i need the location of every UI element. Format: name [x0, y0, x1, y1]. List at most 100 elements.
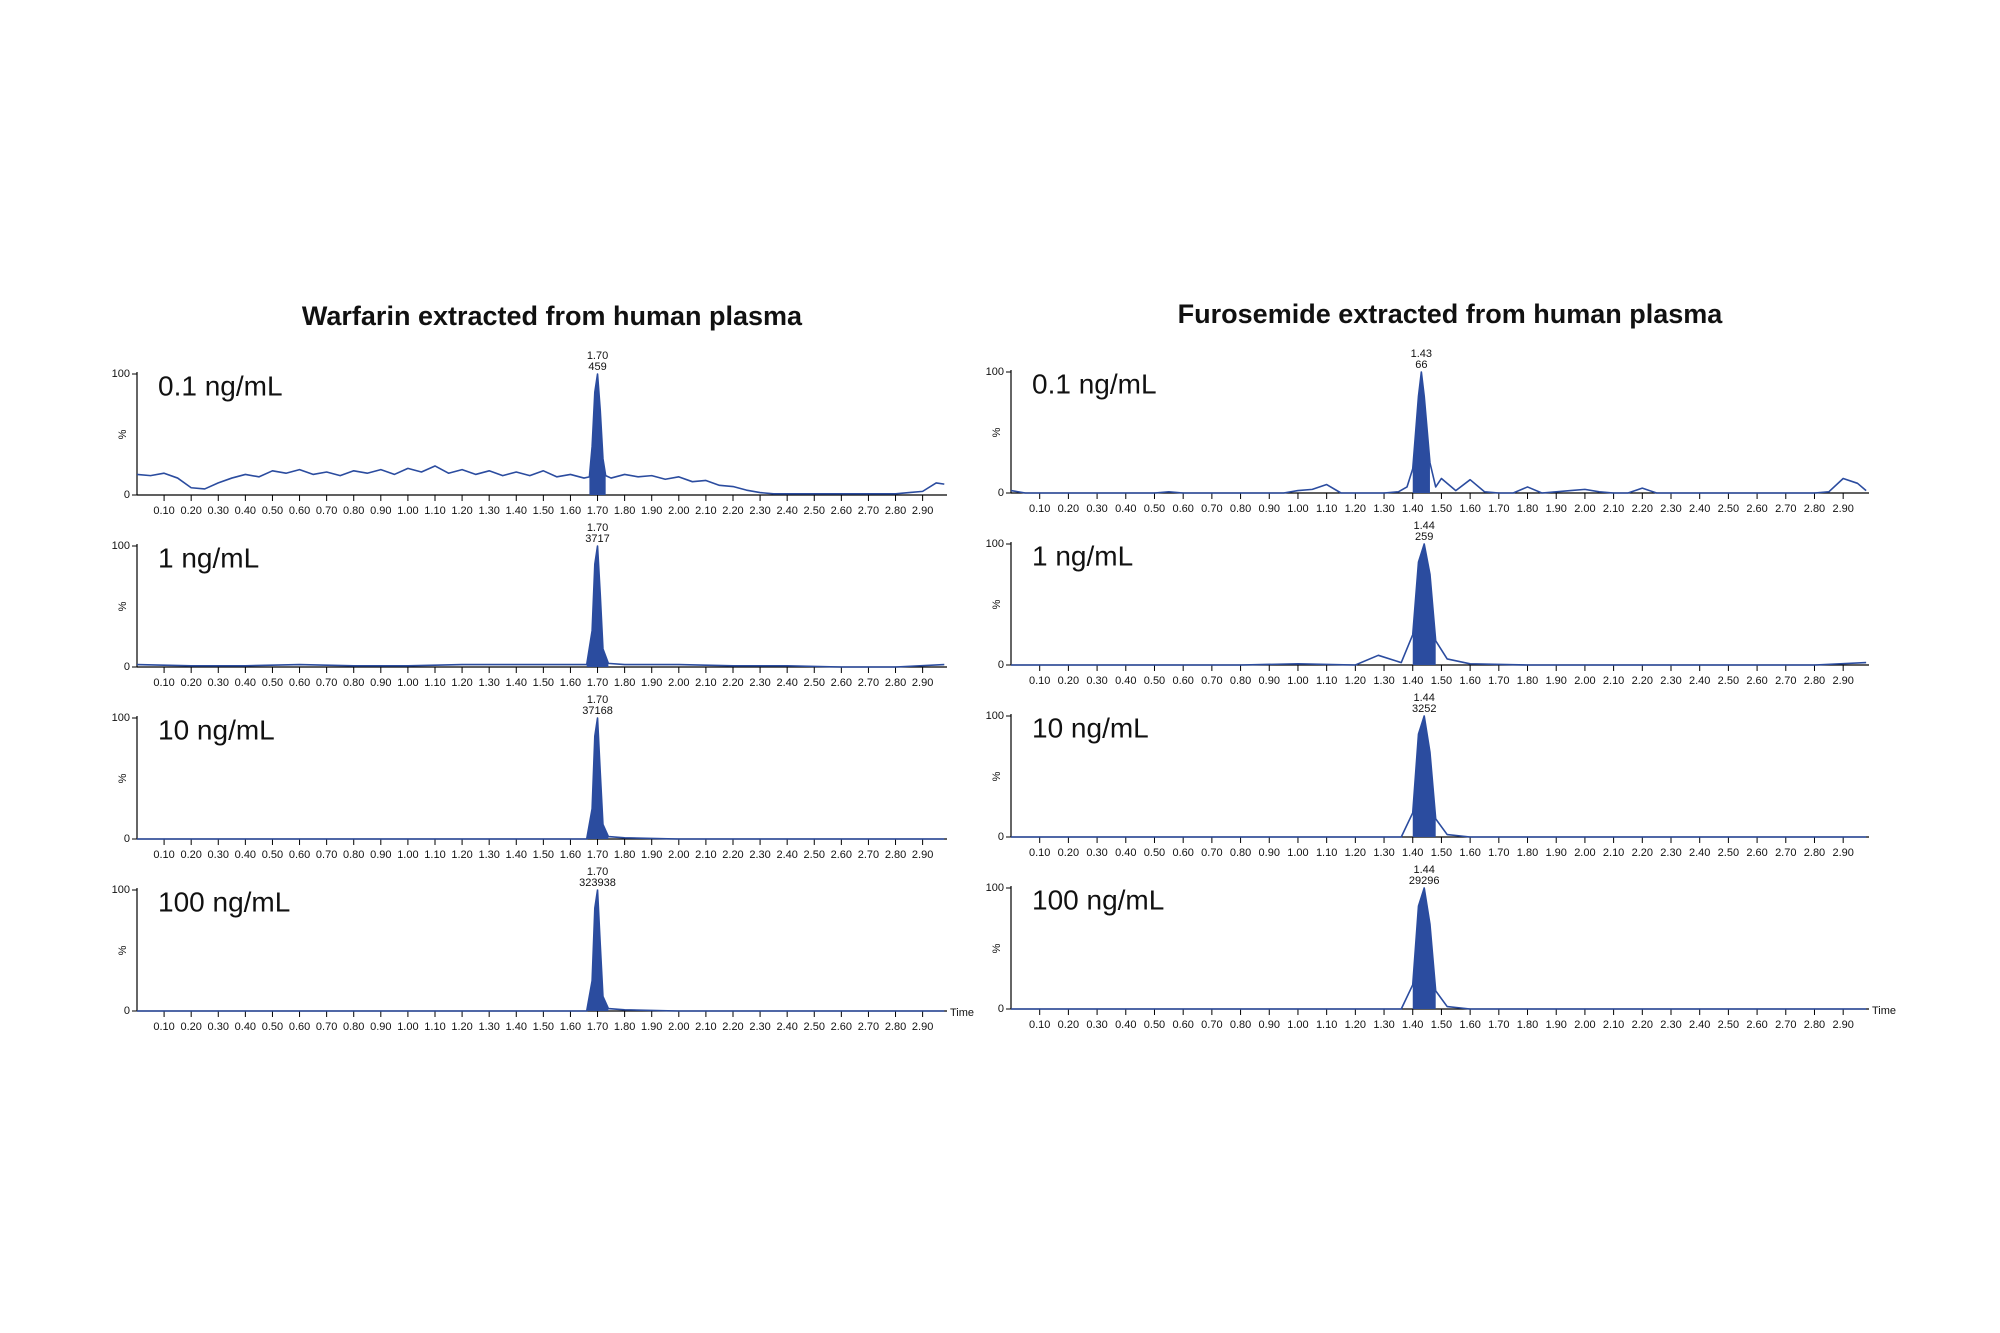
x-tick-label: 0.50 — [1144, 1019, 1165, 1031]
x-tick-label: 1.60 — [1459, 503, 1480, 515]
x-tick-label: 1.50 — [1431, 847, 1452, 859]
y-axis-label: % — [991, 599, 1003, 609]
x-tick-label: 1.80 — [614, 505, 635, 517]
x-tick-label: 2.70 — [1775, 675, 1796, 687]
x-tick-label: 0.70 — [316, 505, 337, 517]
x-tick-label: 2.00 — [1574, 847, 1595, 859]
concentration-label: 10 ng/mL — [1032, 712, 1149, 743]
peak-area — [1412, 372, 1430, 493]
x-tick-label: 2.20 — [1632, 503, 1653, 515]
x-tick-label: 0.50 — [262, 1021, 283, 1033]
x-tick-label: 1.70 — [1488, 847, 1509, 859]
x-tick-label: 2.20 — [722, 505, 743, 517]
x-tick-label: 1.60 — [560, 849, 581, 861]
x-tick-label: 1.60 — [560, 677, 581, 689]
x-tick-label: 2.00 — [668, 677, 689, 689]
x-tick-label: 2.30 — [1660, 1019, 1681, 1031]
x-tick-label: 0.40 — [235, 505, 256, 517]
peak-intensity: 66 — [1415, 359, 1427, 371]
y-axis-label: % — [991, 771, 1003, 781]
x-tick-label: 0.80 — [343, 505, 364, 517]
x-tick-label: 0.20 — [180, 849, 201, 861]
x-tick-label: 1.40 — [506, 849, 527, 861]
x-tick-label: 1.70 — [1488, 503, 1509, 515]
x-tick-label: 2.10 — [695, 677, 716, 689]
x-tick-label: 0.60 — [289, 1021, 310, 1033]
x-tick-label: 1.90 — [1546, 1019, 1567, 1031]
x-tick-label: 2.70 — [1775, 847, 1796, 859]
x-tick-label: 1.00 — [397, 849, 418, 861]
x-tick-label: 2.40 — [776, 849, 797, 861]
x-tick-label: 1.70 — [1488, 675, 1509, 687]
x-tick-label: 0.80 — [343, 849, 364, 861]
x-tick-label: 1.30 — [1373, 675, 1394, 687]
x-tick-label: 2.30 — [749, 505, 770, 517]
peak-area — [1412, 888, 1436, 1009]
trace — [136, 545, 945, 668]
x-tick-label: 1.10 — [1316, 1019, 1337, 1031]
x-tick-label: 1.50 — [533, 677, 554, 689]
peak-intensity: 259 — [1415, 531, 1433, 543]
x-tick-label: 1.50 — [533, 1021, 554, 1033]
x-axis-label: Time — [1872, 1005, 1896, 1017]
x-tick-label: 1.20 — [451, 849, 472, 861]
trace — [137, 889, 945, 1012]
x-tick-label: 1.90 — [641, 1021, 662, 1033]
concentration-label: 0.1 ng/mL — [1032, 368, 1157, 399]
x-tick-label: 0.80 — [1230, 503, 1251, 515]
x-tick-label: 0.60 — [289, 677, 310, 689]
x-tick-label: 1.40 — [506, 505, 527, 517]
x-tick-label: 0.60 — [1172, 847, 1193, 859]
x-tick-label: 1.20 — [451, 505, 472, 517]
x-tick-label: 2.70 — [858, 505, 879, 517]
x-tick-label: 1.70 — [587, 1021, 608, 1033]
x-tick-label: 0.80 — [1230, 1019, 1251, 1031]
x-tick-label: 1.10 — [424, 677, 445, 689]
x-tick-label: 2.90 — [1832, 1019, 1853, 1031]
x-tick-label: 1.50 — [533, 849, 554, 861]
x-tick-label: 2.10 — [1603, 847, 1624, 859]
x-tick-label: 1.10 — [1316, 847, 1337, 859]
x-tick-label: 1.80 — [614, 849, 635, 861]
y-tick-label: 0 — [124, 1005, 130, 1017]
x-tick-label: 1.20 — [451, 1021, 472, 1033]
y-tick-label: 0 — [124, 489, 130, 501]
x-tick-label: 1.10 — [424, 505, 445, 517]
x-tick-label: 0.20 — [180, 677, 201, 689]
y-axis-label: % — [117, 429, 129, 439]
x-tick-label: 2.60 — [1746, 503, 1767, 515]
x-tick-label: 2.20 — [722, 677, 743, 689]
y-tick-label: 0 — [998, 831, 1004, 843]
x-tick-label: 1.80 — [1517, 675, 1538, 687]
chart-title: Warfarin extracted from human plasma — [302, 301, 803, 331]
y-tick-label: 100 — [986, 882, 1004, 894]
x-tick-label: 2.60 — [1746, 675, 1767, 687]
x-tick-label: 2.80 — [885, 505, 906, 517]
x-tick-label: 1.40 — [1402, 1019, 1423, 1031]
x-tick-label: 2.80 — [1804, 847, 1825, 859]
x-tick-label: 0.60 — [1172, 1019, 1193, 1031]
x-tick-label: 0.60 — [289, 849, 310, 861]
x-tick-label: 0.50 — [262, 849, 283, 861]
x-tick-label: 2.00 — [668, 849, 689, 861]
x-tick-label: 2.80 — [885, 849, 906, 861]
y-tick-label: 100 — [986, 710, 1004, 722]
peak-area — [586, 546, 609, 667]
x-tick-label: 1.30 — [1373, 1019, 1394, 1031]
y-axis-label: % — [117, 601, 129, 611]
x-tick-label: 0.90 — [1259, 675, 1280, 687]
x-tick-label: 1.80 — [1517, 1019, 1538, 1031]
peak-intensity: 459 — [588, 361, 606, 373]
x-tick-label: 2.60 — [831, 677, 852, 689]
x-tick-label: 2.80 — [885, 677, 906, 689]
y-tick-label: 0 — [124, 661, 130, 673]
x-tick-label: 1.80 — [1517, 503, 1538, 515]
x-tick-label: 2.10 — [695, 849, 716, 861]
x-tick-label: 2.40 — [776, 1021, 797, 1033]
x-tick-label: 1.30 — [478, 1021, 499, 1033]
x-tick-label: 2.50 — [1718, 675, 1739, 687]
peak-time: 1.44 — [1414, 864, 1435, 876]
x-tick-label: 2.00 — [1574, 1019, 1595, 1031]
y-axis-label: % — [991, 427, 1003, 437]
x-tick-label: 1.50 — [533, 505, 554, 517]
